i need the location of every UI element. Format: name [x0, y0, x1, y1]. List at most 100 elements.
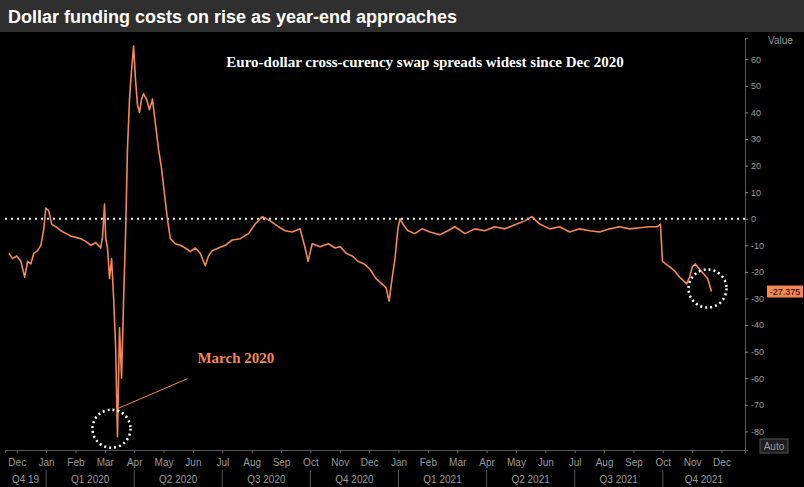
y-tick: 0 [745, 214, 756, 224]
y-tick: 60 [745, 55, 761, 65]
last-value-label: -27.375 [770, 287, 801, 297]
subtitle: Euro-dollar cross-curency swap spreads w… [226, 54, 623, 70]
x-axis-line [6, 451, 746, 454]
quarter-label: Q4 19 [12, 474, 40, 485]
highlight-circle [92, 410, 130, 448]
y-tick-mark [745, 86, 748, 87]
y-tick-label: -70 [751, 400, 764, 410]
x-tick-mark [487, 450, 488, 453]
x-tick: Jun [538, 450, 554, 468]
y-tick-mark [745, 378, 748, 379]
y-tick-mark [745, 192, 748, 193]
x-tick-label: Feb [420, 457, 438, 468]
y-tick: -30 [745, 294, 764, 304]
x-tick-mark [663, 450, 664, 453]
x-tick-label: Dec [713, 457, 731, 468]
title-bar [0, 0, 804, 32]
x-tick-mark [310, 450, 311, 453]
y-tick: -80 [745, 427, 764, 437]
y-tick-label: -80 [751, 427, 764, 437]
y-tick-mark [745, 431, 748, 432]
x-tick: Dec [361, 450, 379, 468]
y-tick-mark [745, 272, 748, 273]
x-tick-mark [75, 450, 76, 453]
y-tick-mark [745, 166, 748, 167]
x-tick-label: Mar [449, 457, 467, 468]
y-axis-line [746, 39, 749, 451]
annotations: March 2020 [92, 270, 726, 448]
x-tick-mark [604, 450, 605, 453]
x-tick-label: Dec [8, 457, 26, 468]
x-axis: Dec Jan Feb Mar Apr May Jun Jul Aug Sep Oct Nov Dec J… [6, 450, 746, 468]
x-tick-mark [46, 450, 47, 453]
y-tick-label: -50 [751, 347, 764, 357]
x-tick: Jul [569, 450, 582, 468]
x-tick-mark [575, 450, 576, 453]
auto-control[interactable]: Auto [760, 439, 788, 453]
x-tick-mark [134, 450, 135, 453]
y-tick-label: 0 [751, 214, 756, 224]
y-tick-label: -30 [751, 294, 764, 304]
chart-root: Dollar funding costs on rise as year-end… [0, 0, 804, 487]
y-tick: -20 [745, 267, 764, 277]
x-tick: Jan [39, 450, 55, 468]
x-tick-label: Sep [625, 457, 643, 468]
y-tick: -10 [745, 241, 764, 251]
x-tick-label: Nov [684, 457, 702, 468]
quarter-separator [134, 470, 135, 487]
y-axis: 6050403020100-10-20-30-40-50-60-70-80 [745, 39, 764, 451]
plot-area [5, 46, 745, 437]
x-tick-label: Apr [127, 457, 143, 468]
y-tick-label: -10 [751, 241, 764, 251]
x-tick: May [155, 450, 174, 468]
x-tick-mark [340, 450, 341, 453]
x-tick-label: May [507, 457, 526, 468]
x-tick-label: Jan [391, 457, 407, 468]
x-tick-mark [17, 450, 18, 453]
y-tick-mark [745, 245, 748, 246]
x-tick-label: May [155, 457, 174, 468]
x-tick: Nov [331, 450, 349, 468]
y-tick: -70 [745, 400, 764, 410]
x-tick-mark [398, 450, 399, 453]
x-tick: Mar [449, 450, 467, 468]
auto-button-label[interactable]: Auto [764, 441, 785, 452]
x-tick-mark [252, 450, 253, 453]
y-tick-mark [745, 405, 748, 406]
x-tick-mark [722, 450, 723, 453]
x-tick: Oct [303, 450, 319, 468]
y-tick-mark [745, 298, 748, 299]
x-tick: May [507, 450, 526, 468]
x-tick-mark [692, 450, 693, 453]
y-tick-label: -40 [751, 320, 764, 330]
x-tick: Jun [185, 450, 201, 468]
quarter-label: Q4 2020 [335, 474, 374, 485]
zero-line [5, 218, 745, 220]
y-tick-label: 50 [751, 81, 761, 91]
x-tick-label: Aug [596, 457, 614, 468]
x-tick: Oct [655, 450, 671, 468]
y-axis-title: Value [768, 35, 793, 46]
x-tick: Jan [391, 450, 407, 468]
y-tick: 10 [745, 188, 761, 198]
title: Dollar funding costs on rise as year-end… [8, 7, 457, 27]
x-tick-label: Jun [185, 457, 201, 468]
x-tick: Dec [8, 450, 26, 468]
highlight-circle [689, 270, 727, 308]
background [0, 0, 804, 487]
y-tick-mark [745, 59, 748, 60]
quarter-label: Q3 2021 [600, 474, 639, 485]
y-tick-mark [745, 139, 748, 140]
y-tick: -50 [745, 347, 764, 357]
x-tick: Aug [596, 450, 614, 468]
spread-line [9, 46, 712, 437]
y-tick-mark [745, 219, 748, 220]
quarter-separator [46, 470, 47, 487]
y-tick-label: 40 [751, 108, 761, 118]
x-tick-label: Nov [331, 457, 349, 468]
y-tick: 40 [745, 108, 761, 118]
auto-button[interactable] [760, 439, 788, 453]
quarter-separator [574, 470, 575, 487]
quarter-separator [398, 470, 399, 487]
x-tick-label: Oct [655, 457, 671, 468]
